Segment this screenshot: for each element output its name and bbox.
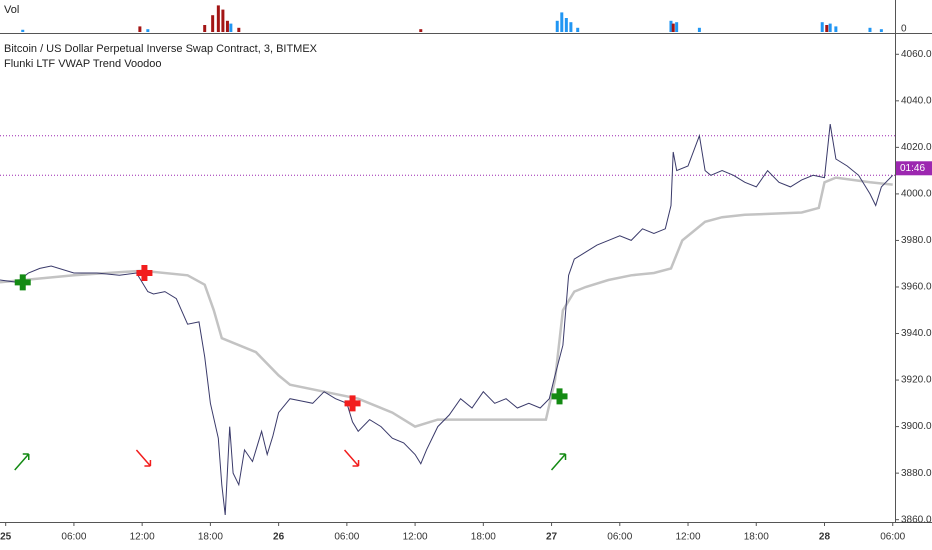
- x-tick-label: 12:00: [403, 532, 428, 543]
- countdown-badge: [896, 161, 932, 176]
- volume-bar: [555, 20, 559, 32]
- volume-bar: [671, 23, 675, 32]
- y-tick-label: 4000.0: [901, 189, 932, 200]
- y-tick-label: 3860.0: [901, 514, 932, 525]
- x-tick-label: 06:00: [334, 532, 359, 543]
- volume-bar: [879, 29, 883, 32]
- y-tick-label: 4040.0: [901, 95, 932, 106]
- indicator-name: Flunki LTF VWAP Trend Voodoo: [4, 58, 162, 70]
- volume-bar: [138, 26, 142, 32]
- x-tick-label: 18:00: [744, 532, 769, 543]
- x-tick-label: 06:00: [607, 532, 632, 543]
- volume-bar: [419, 29, 423, 32]
- x-tick-label: 06:00: [61, 532, 86, 543]
- volume-bar: [216, 5, 220, 33]
- volume-bar: [564, 18, 568, 32]
- volume-bar: [560, 12, 564, 32]
- volume-bar: [203, 25, 207, 32]
- x-tick-label: 18:00: [198, 532, 223, 543]
- volume-bar: [569, 22, 573, 32]
- volume-bar: [675, 22, 679, 32]
- series-line: [0, 176, 893, 428]
- volume-bar: [146, 29, 150, 32]
- volume-bar: [834, 26, 838, 32]
- y-tick-label: 3900.0: [901, 421, 932, 432]
- volume-tick-label: 0: [901, 24, 907, 35]
- volume-bar: [229, 23, 233, 32]
- series-line: [0, 124, 894, 516]
- signal-arrow: [550, 453, 567, 471]
- y-tick-label: 4020.0: [901, 142, 932, 153]
- signal-arrow: [14, 453, 30, 471]
- y-tick-label: 3980.0: [901, 235, 932, 246]
- x-tick-label: 12:00: [676, 532, 701, 543]
- volume-bar: [828, 23, 832, 32]
- x-tick-label: 06:00: [880, 532, 905, 543]
- volume-bar: [820, 22, 824, 32]
- signal-arrow: [135, 449, 152, 467]
- x-tick-label: 27: [546, 532, 558, 543]
- x-tick-label: 26: [273, 532, 285, 543]
- y-tick-label: 3920.0: [901, 375, 932, 386]
- volume-bar: [576, 27, 580, 32]
- volume-bar: [221, 9, 225, 33]
- signal-cross: [551, 388, 568, 405]
- y-tick-label: 3880.0: [901, 468, 932, 479]
- signal-cross: [14, 274, 31, 291]
- volume-bar: [21, 29, 25, 32]
- volume-label: Vol: [4, 4, 19, 16]
- signal-cross: [136, 265, 153, 282]
- volume-bar: [669, 20, 673, 32]
- chart-title: Bitcoin / US Dollar Perpetual Inverse Sw…: [4, 43, 318, 55]
- volume-bar: [868, 27, 872, 32]
- x-tick-label: 28: [819, 532, 831, 543]
- y-tick-label: 3960.0: [901, 282, 932, 293]
- x-tick-label: 25: [0, 532, 12, 543]
- volume-bar: [237, 27, 241, 32]
- countdown: 01:46: [900, 163, 925, 174]
- volume-bar: [211, 15, 215, 32]
- volume-bar: [825, 25, 829, 32]
- signal-cross: [344, 395, 361, 412]
- y-tick-label: 3940.0: [901, 328, 932, 339]
- x-tick-label: 12:00: [130, 532, 155, 543]
- volume-bar: [697, 27, 701, 32]
- signal-arrow: [343, 449, 360, 467]
- y-tick-label: 4060.0: [901, 49, 932, 60]
- volume-bar: [225, 20, 229, 32]
- x-tick-label: 18:00: [471, 532, 496, 543]
